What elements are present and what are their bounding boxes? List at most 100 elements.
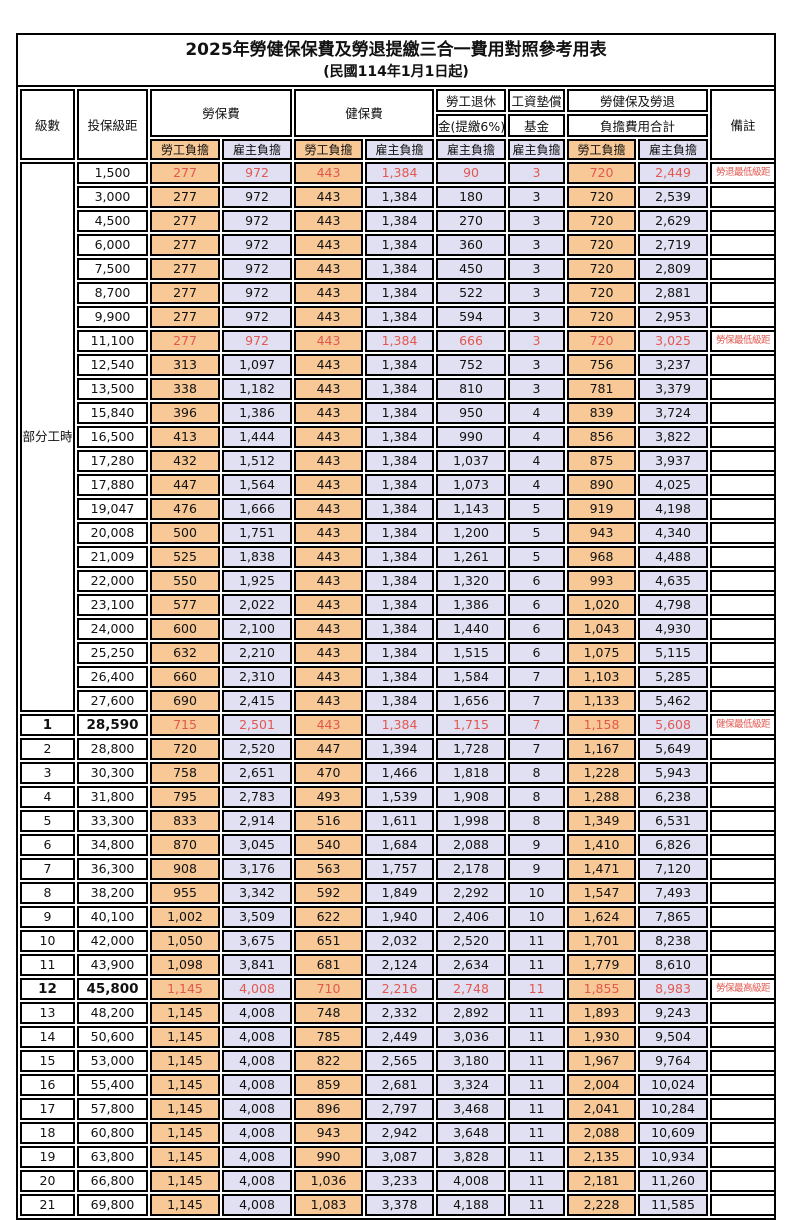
value-cell: 1,228	[567, 761, 637, 784]
value-cell: 758	[150, 761, 220, 784]
value-cell: 9,764	[638, 1049, 709, 1072]
value-cell: 720	[567, 185, 637, 208]
value-cell: 7	[508, 713, 566, 736]
value-cell: 277	[150, 185, 220, 208]
value-cell: 550	[150, 569, 220, 592]
table-row: 7,500 277 972 443 1,384 450 3 720 2,809	[20, 257, 777, 280]
value-cell: 1,133	[567, 689, 637, 712]
value-cell: 4,025	[638, 473, 709, 496]
value-cell: 3,233	[365, 1169, 435, 1192]
value-cell: 1,751	[222, 521, 293, 544]
bracket-cell: 57,800	[77, 1097, 148, 1120]
reference-table-container: 2025年勞健保保費及勞退提繳三合一費用對照參考用表 (民國114年1月1日起)…	[16, 33, 777, 1220]
value-cell: 1,701	[567, 929, 637, 952]
value-cell: 594	[436, 305, 507, 328]
header-health-employee-share: 勞工負擔	[294, 138, 364, 160]
value-cell: 1,143	[436, 497, 507, 520]
value-cell: 11	[508, 929, 566, 952]
value-cell: 1,043	[567, 617, 637, 640]
value-cell: 908	[150, 857, 220, 880]
header-wage-fund-line1: 工資墊償	[508, 88, 566, 112]
value-cell: 2,942	[365, 1121, 435, 1144]
value-cell: 890	[567, 473, 637, 496]
bracket-cell: 34,800	[77, 833, 148, 856]
remark-cell: 健保最低級距	[710, 713, 777, 736]
value-cell: 968	[567, 545, 637, 568]
value-cell: 443	[294, 161, 364, 184]
value-cell: 4	[508, 425, 566, 448]
remark-cell	[710, 185, 777, 208]
value-cell: 896	[294, 1097, 364, 1120]
value-cell: 1,855	[567, 977, 637, 1000]
value-cell: 4,488	[638, 545, 709, 568]
value-cell: 413	[150, 425, 220, 448]
value-cell: 2,100	[222, 617, 293, 640]
value-cell: 943	[294, 1121, 364, 1144]
remark-cell	[710, 401, 777, 424]
level-cell: 21	[20, 1193, 75, 1216]
value-cell: 4,008	[222, 1193, 293, 1216]
bracket-cell: 25,250	[77, 641, 148, 664]
bracket-cell: 69,800	[77, 1193, 148, 1216]
value-cell: 4,008	[222, 1001, 293, 1024]
value-cell: 10,024	[638, 1073, 709, 1096]
value-cell: 1,386	[436, 593, 507, 616]
value-cell: 810	[436, 377, 507, 400]
value-cell: 443	[294, 185, 364, 208]
table-row: 9,900 277 972 443 1,384 594 3 720 2,953	[20, 305, 777, 328]
value-cell: 1,384	[365, 305, 435, 328]
value-cell: 651	[294, 929, 364, 952]
bracket-cell: 60,800	[77, 1121, 148, 1144]
value-cell: 1,145	[150, 1145, 220, 1168]
value-cell: 443	[294, 377, 364, 400]
value-cell: 4,188	[436, 1193, 507, 1216]
table-header: 級數 投保級距 勞保費 健保費 勞工退休 工資墊償 勞健保及勞退 備註 金(提繳…	[20, 88, 777, 160]
value-cell: 7,120	[638, 857, 709, 880]
value-cell: 2,135	[567, 1145, 637, 1168]
value-cell: 990	[436, 425, 507, 448]
value-cell: 4,798	[638, 593, 709, 616]
bracket-cell: 20,008	[77, 521, 148, 544]
header-total-employee-share: 勞工負擔	[567, 138, 637, 160]
remark-cell	[710, 353, 777, 376]
value-cell: 2,415	[222, 689, 293, 712]
page: 2025年勞健保保費及勞退提繳三合一費用對照參考用表 (民國114年1月1日起)…	[16, 33, 777, 1220]
value-cell: 3,045	[222, 833, 293, 856]
bracket-cell: 17,280	[77, 449, 148, 472]
value-cell: 2,881	[638, 281, 709, 304]
table-row: 25,250 632 2,210 443 1,384 1,515 6 1,075 5,115	[20, 641, 777, 664]
value-cell: 2,310	[222, 665, 293, 688]
value-cell: 277	[150, 305, 220, 328]
value-cell: 1,715	[436, 713, 507, 736]
bracket-cell: 1,500	[77, 161, 148, 184]
value-cell: 577	[150, 593, 220, 616]
bracket-cell: 15,840	[77, 401, 148, 424]
value-cell: 1,384	[365, 257, 435, 280]
value-cell: 1,893	[567, 1001, 637, 1024]
level-cell: 13	[20, 1001, 75, 1024]
bracket-cell: 4,500	[77, 209, 148, 232]
remark-cell	[710, 881, 777, 904]
header-total-line1: 勞健保及勞退	[567, 88, 709, 112]
level-cell: 18	[20, 1121, 75, 1144]
value-cell: 990	[294, 1145, 364, 1168]
bracket-cell: 43,900	[77, 953, 148, 976]
table-row: 21,009 525 1,838 443 1,384 1,261 5 968 4,488	[20, 545, 777, 568]
value-cell: 720	[150, 737, 220, 760]
level-cell: 20	[20, 1169, 75, 1192]
value-cell: 715	[150, 713, 220, 736]
remark-cell	[710, 1121, 777, 1144]
value-cell: 470	[294, 761, 364, 784]
value-cell: 2,449	[365, 1025, 435, 1048]
level-cell: 3	[20, 761, 75, 784]
table-row: 24,000 600 2,100 443 1,384 1,440 6 1,043 4,930	[20, 617, 777, 640]
value-cell: 1,779	[567, 953, 637, 976]
value-cell: 2,181	[567, 1169, 637, 1192]
value-cell: 955	[150, 881, 220, 904]
value-cell: 1,145	[150, 977, 220, 1000]
value-cell: 5,462	[638, 689, 709, 712]
value-cell: 1,444	[222, 425, 293, 448]
remark-cell: 勞保最高級距	[710, 977, 777, 1000]
header-remarks: 備註	[710, 88, 777, 160]
bracket-cell: 53,000	[77, 1049, 148, 1072]
